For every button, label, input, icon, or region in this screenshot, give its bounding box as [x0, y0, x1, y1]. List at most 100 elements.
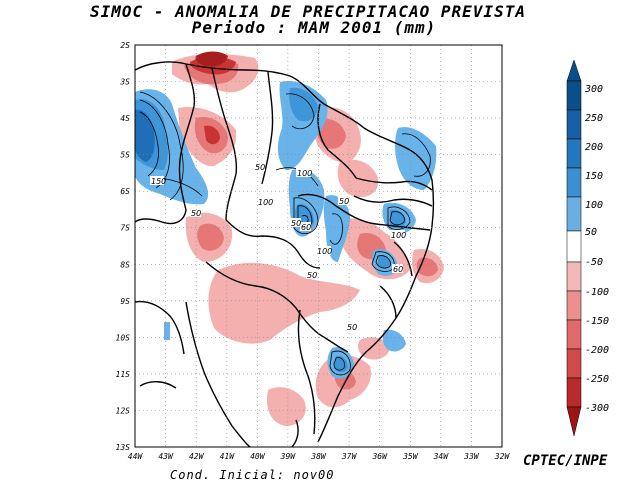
contour-label: 50: [291, 219, 301, 228]
colorbar-bottom-arrow: [566, 406, 582, 437]
lat-tick: 10S: [116, 333, 131, 342]
contour-north-center-1: [285, 93, 315, 130]
contour-label: 100: [317, 247, 332, 256]
lon-tick: 32W: [494, 452, 511, 461]
initial-condition-label: Cond. Inicial: nov00: [170, 468, 335, 482]
border-center-west: [225, 219, 321, 269]
lat-tick: 2S: [120, 41, 130, 50]
anomaly-region-central-red: [208, 262, 360, 344]
lon-tick: 39W: [280, 452, 297, 461]
lon-tick: 41W: [220, 452, 236, 461]
colorbar-swatch-300: [566, 80, 582, 111]
lon-tick: 44W: [128, 452, 144, 461]
graticule: [135, 45, 502, 447]
anomaly-peak-west-blue: [135, 109, 155, 162]
colorbar: 300 250 200 150 100 50 -50 -100 -150 -20…: [566, 59, 609, 437]
colorbar-swatch-200: [566, 138, 582, 169]
contour-south-1: [333, 357, 345, 371]
contour-northeast-1: [401, 133, 431, 177]
contour-label: 50: [255, 163, 265, 172]
anomaly-core-south-blue: [334, 355, 348, 373]
contour-east-1: [389, 211, 405, 226]
border-west-lower: [135, 300, 185, 355]
lat-tick: 7S: [120, 224, 130, 233]
colorbar-swatch-neutral: [566, 230, 582, 263]
lat-tick: 13S: [116, 443, 131, 452]
contour-label: 100: [391, 231, 406, 240]
lon-tick: 35W: [402, 452, 419, 461]
colorbar-swatch-minus100: [566, 290, 582, 321]
map-title-line1: SIMOC - ANOMALIA DE PRECIPITACAO PREVIST…: [90, 2, 526, 21]
colorbar-label: -150: [585, 316, 609, 327]
border-pb: [353, 195, 433, 207]
colorbar-swatch-250: [566, 109, 582, 140]
latitude-axis: 2S 3S 4S 5S 6S 7S 8S 9S 10S 11S 12S 13S: [116, 41, 131, 452]
anomaly-core-center-west: [197, 223, 224, 251]
contour-south-2: [329, 350, 351, 376]
lon-tick: 40W: [250, 452, 266, 461]
border-rn: [355, 177, 433, 191]
lat-tick: 12S: [116, 407, 131, 416]
border-ceara: [317, 103, 357, 179]
border-river: [291, 419, 299, 447]
anomaly-region-south-central-red: [266, 387, 306, 426]
border-west-state: [135, 63, 196, 225]
anomaly-region-coast-red: [358, 337, 390, 360]
anomaly-core-mideast-blue: [378, 255, 390, 269]
colorbar-swatch-minus150: [566, 319, 582, 350]
contour-inland-1: [329, 213, 343, 245]
colorbar-label: 150: [585, 171, 603, 182]
colorbar-swatch-minus200: [566, 348, 582, 379]
lon-tick: 33W: [463, 452, 480, 461]
colorbar-label: -50: [585, 257, 603, 268]
contour-label: 50: [307, 271, 317, 280]
anomaly-region-coast-blue: [382, 329, 406, 352]
lat-tick: 3S: [119, 78, 130, 87]
lon-tick: 37W: [341, 452, 358, 461]
anomaly-core-north-center-blue: [289, 87, 318, 122]
anomaly-region-far-northeast-blue: [395, 127, 437, 190]
lat-tick: 4S: [120, 114, 130, 123]
border-al: [393, 241, 413, 277]
colorbar-label: 100: [585, 200, 603, 211]
colorbar-top-arrow: [566, 59, 582, 82]
lat-tick: 9S: [120, 297, 130, 306]
contour-label: 100: [258, 198, 273, 207]
anomaly-peak-north-core: [195, 51, 228, 67]
border-lake: [139, 381, 177, 389]
contour-label: 150: [151, 177, 166, 186]
border-south-inner: [297, 309, 316, 435]
anomaly-region-strip-blue: [164, 322, 170, 340]
anomaly-peak-west: [204, 125, 220, 145]
contour-label: 100: [297, 169, 312, 178]
border-piaui: [261, 71, 274, 185]
lat-tick: 8S: [120, 260, 130, 269]
colorbar-label: 250: [585, 113, 603, 124]
contour-label: 60: [301, 223, 311, 232]
lon-tick: 43W: [158, 452, 174, 461]
border-north-inner: [211, 67, 238, 221]
colorbar-label: 50: [585, 227, 597, 238]
contour-center-2: [293, 197, 319, 235]
colorbar-swatch-minus50: [566, 261, 582, 292]
anomaly-core-northeast: [317, 118, 346, 149]
contour-west-3: [139, 91, 184, 201]
credit-label: CPTEC/INPE: [523, 453, 608, 469]
colorbar-label: 300: [584, 84, 603, 95]
border-pe: [297, 193, 431, 231]
lat-tick: 6S: [120, 187, 130, 196]
contour-mideast-1: [375, 255, 391, 269]
lon-tick: 38W: [310, 452, 327, 461]
lon-tick: 36W: [371, 452, 388, 461]
longitude-axis: 44W 43W 42W 41W 40W 39W 38W 37W 36W 35W …: [128, 452, 511, 461]
colorbar-label: 200: [585, 142, 603, 153]
anomaly-region-inland-blue: [323, 195, 350, 262]
lat-tick: 11S: [116, 370, 131, 379]
lon-tick: 34W: [433, 452, 450, 461]
colorbar-label: -300: [585, 403, 609, 414]
lon-tick: 42W: [189, 452, 205, 461]
colorbar-label: -200: [585, 345, 609, 356]
map-frame: [134, 44, 503, 448]
coastline: [135, 61, 435, 443]
